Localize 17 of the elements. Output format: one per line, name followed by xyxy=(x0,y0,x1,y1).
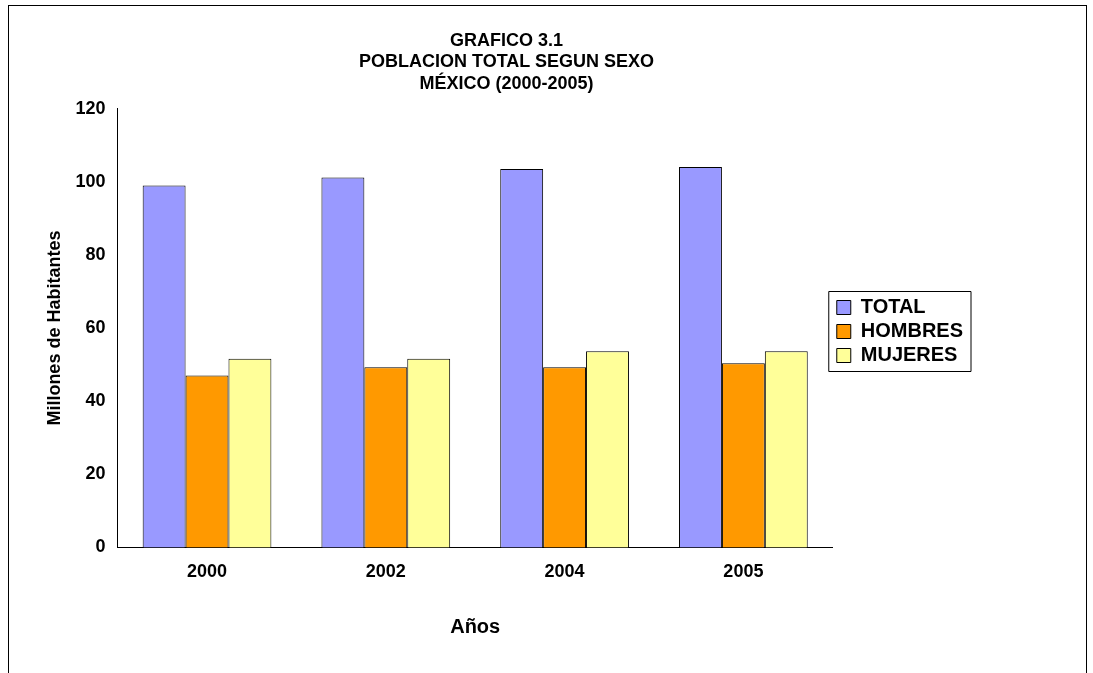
x-tick-label: 2000 xyxy=(187,561,228,582)
legend-label: HOMBRES xyxy=(860,319,964,342)
y-tick-label: 40 xyxy=(85,390,106,411)
y-axis-title: Millones de Habitantes xyxy=(43,230,64,426)
y-tick-label: 60 xyxy=(85,317,106,338)
x-axis-title: Años xyxy=(450,614,501,637)
chart-title: GRAFICO 3.1 POBLACION TOTAL SEGUN SEXO MÉXICO (2000-2005) xyxy=(358,29,655,93)
legend-label: TOTAL xyxy=(860,295,926,318)
legend-label: MUJERES xyxy=(860,343,958,366)
y-tick-label: 100 xyxy=(75,170,106,191)
y-tick-label: 80 xyxy=(85,243,106,264)
x-tick-label: 2002 xyxy=(365,561,406,582)
x-tick-label: 2005 xyxy=(723,561,764,582)
x-tick-label: 2004 xyxy=(544,561,585,582)
y-tick-label: 20 xyxy=(85,463,106,484)
y-tick-label: 0 xyxy=(95,536,106,557)
y-tick-label: 120 xyxy=(75,97,106,118)
